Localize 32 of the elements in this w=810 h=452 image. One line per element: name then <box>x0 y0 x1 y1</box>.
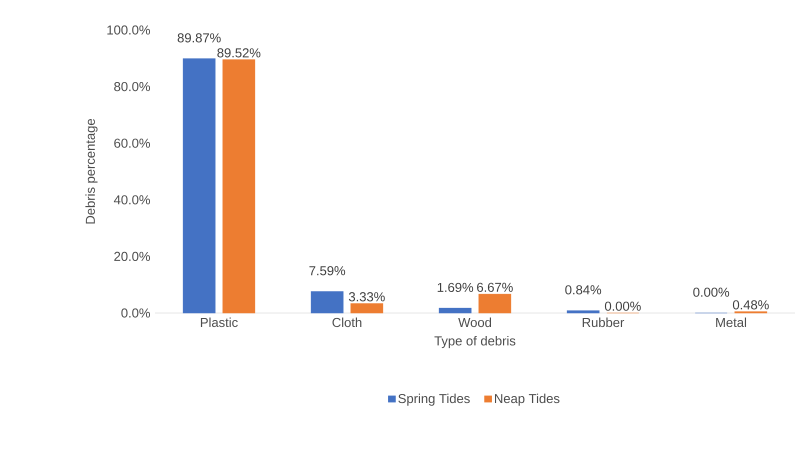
bar <box>566 310 600 314</box>
bar <box>478 294 512 314</box>
y-tick-label: 60.0% <box>114 138 150 148</box>
data-label: 89.87% <box>178 33 221 42</box>
x-axis-title: Type of debris <box>434 336 516 348</box>
y-tick-label: 40.0% <box>114 195 150 204</box>
legend-label: Neap Tides <box>494 394 560 406</box>
x-tick-label: Plastic <box>200 318 238 328</box>
y-tick-label: 80.0% <box>114 82 150 92</box>
data-label: 89.52% <box>217 48 260 58</box>
bar <box>438 308 472 314</box>
y-tick-label: 100.0% <box>107 25 150 35</box>
legend-label: Spring Tides <box>398 394 470 406</box>
bar <box>310 291 344 314</box>
data-label: 6.67% <box>477 282 513 292</box>
y-tick-label: 20.0% <box>114 252 150 261</box>
data-label: 0.00% <box>693 288 730 297</box>
data-label: 0.48% <box>732 300 769 310</box>
data-label: 1.69% <box>438 282 474 292</box>
x-tick-label: Rubber <box>582 318 624 328</box>
x-tick-label: Wood <box>458 318 492 328</box>
data-label: 7.59% <box>309 266 346 276</box>
bar <box>350 303 384 314</box>
data-label: 0.84% <box>565 285 602 294</box>
x-tick-label: Cloth <box>332 318 362 328</box>
bar <box>222 59 256 314</box>
x-tick-label: Metal <box>716 318 746 328</box>
y-axis-title: Debris percentage <box>85 118 98 224</box>
data-label: 3.33% <box>348 292 385 302</box>
y-tick-label: 0.0% <box>121 308 150 318</box>
bar <box>182 58 216 314</box>
data-label: 0.00% <box>604 302 641 311</box>
